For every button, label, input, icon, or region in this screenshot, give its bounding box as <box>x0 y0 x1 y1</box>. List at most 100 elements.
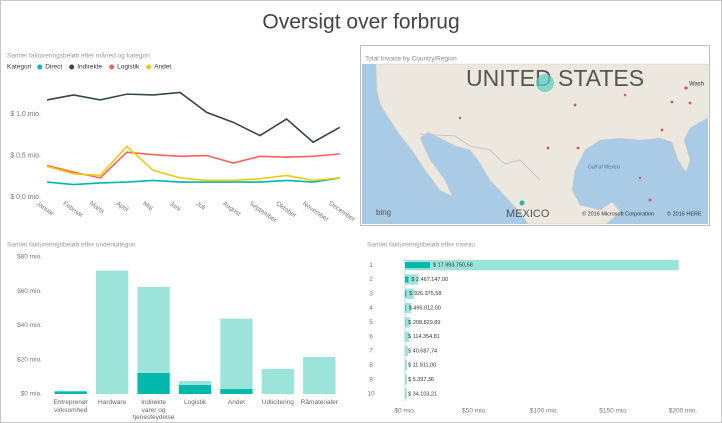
city-label: Wash <box>689 82 704 88</box>
page-title: Oversigt over forbrug <box>262 11 459 34</box>
y-tick-label: $ 1,0 mio. <box>10 111 41 118</box>
bar <box>405 288 415 299</box>
map-panel: Total Invoice by Country/Region UNITED S… <box>360 45 710 226</box>
map-title: Total Invoice by Country/Region <box>365 56 457 63</box>
y-tick-label: 6 <box>369 333 373 340</box>
bar <box>405 388 407 399</box>
x-tick-label-box: Andet <box>227 399 245 406</box>
bar <box>405 260 679 271</box>
bar <box>303 357 336 394</box>
data-label: $ 40.687,74 <box>408 348 437 354</box>
data-label: $ 5.397,36 <box>408 377 434 383</box>
bar <box>220 389 253 394</box>
legend-title: Kategori <box>7 64 31 71</box>
bar <box>54 391 87 394</box>
line-series <box>46 177 340 186</box>
bar <box>405 317 411 328</box>
x-tick-label: Andet <box>227 399 245 406</box>
data-label: $ 34.103,21 <box>408 391 437 397</box>
map-pins <box>458 86 692 202</box>
legend-label: Indirekte <box>77 64 102 71</box>
land <box>375 63 709 225</box>
x-tick-label: Råmaterialer <box>300 399 338 406</box>
legend-label: Logistik <box>117 64 140 71</box>
map-logo: bing <box>376 208 391 217</box>
y-tick-label: 10 <box>367 391 375 398</box>
x-tick-label-box: Råmaterialer <box>300 399 338 406</box>
bar <box>405 360 407 371</box>
y-tick-label: $ 0,5 mio. <box>10 152 41 159</box>
data-label: $ 495.012,00 <box>409 306 441 312</box>
x-tick-label-box: Hardware <box>98 399 127 406</box>
bar <box>137 286 170 373</box>
x-tick-label: $150 mio. <box>599 408 628 415</box>
x-tick-label: $50 mio. <box>462 408 487 415</box>
bar <box>54 390 87 392</box>
y-tick-label: $80 mio. <box>17 254 42 261</box>
data-label: $ 17.993.750,58 <box>433 263 473 269</box>
bar <box>405 274 419 285</box>
sea-label: Gulf of Mexico <box>588 164 620 170</box>
bar <box>178 384 212 394</box>
x-tick-label: Logistik <box>183 399 207 406</box>
y-tick-label: $40 mio. <box>17 322 42 329</box>
x-tick-label: Indirekte varer og tjenesteydelser <box>132 399 175 421</box>
line-series <box>46 151 340 179</box>
x-tick-label: $0 mio. <box>394 408 416 415</box>
bar <box>95 270 129 394</box>
y-tick-label: 3 <box>369 290 373 297</box>
x-tick-label: Udlicitering <box>261 399 294 406</box>
country-label: UNITED STATES <box>466 65 644 91</box>
x-tick-label: Hardware <box>98 399 127 406</box>
bar <box>405 262 431 269</box>
bar <box>405 290 407 297</box>
bar <box>405 305 406 312</box>
x-tick-label: $200 mio. <box>669 408 698 415</box>
legend-swatch <box>69 64 75 70</box>
x-tick-label-box: Indirekte varer og tjenesteydelser <box>132 399 175 421</box>
legend-swatch <box>37 64 43 70</box>
y-tick-label: 1 <box>369 262 373 269</box>
y-tick-label: $20 mio. <box>17 356 42 363</box>
y-tick-label: 4 <box>369 305 373 312</box>
bar <box>405 331 410 342</box>
x-tick-label: Juli <box>195 200 207 211</box>
x-tick-label-box: Entreprenør virksomhed <box>53 399 89 414</box>
y-tick-label: 9 <box>369 376 373 383</box>
data-label: $ 2.467.147,00 <box>411 277 448 283</box>
x-tick-label-box: Logistik <box>183 399 207 406</box>
bar <box>405 374 407 385</box>
line-series <box>46 145 340 182</box>
map-bubble <box>519 200 525 206</box>
x-tick-label: $100 mio. <box>530 408 559 415</box>
x-tick-label: Entreprenør virksomhed <box>53 399 89 414</box>
y-tick-label: $ 0,0 mio. <box>10 194 41 201</box>
map-bubble <box>536 74 554 92</box>
legend-label: Direct <box>45 64 62 71</box>
bar <box>261 368 295 394</box>
border <box>419 133 541 181</box>
data-label: $ 926.375,58 <box>409 291 441 297</box>
y-tick-label: 7 <box>369 348 373 355</box>
y-tick-label: $0 mio. <box>21 391 43 398</box>
y-tick-label: $60 mio. <box>17 288 42 295</box>
x-tick-label-box: Udlicitering <box>261 399 294 406</box>
y-tick-label: 8 <box>369 362 373 369</box>
data-label: $ 208.829,89 <box>408 320 440 326</box>
chart-title: Samlet faktureringsbeløb efter underkate… <box>7 242 136 249</box>
y-tick-label: 2 <box>369 276 373 283</box>
x-tick-label: Maj <box>141 200 154 212</box>
legend-swatch <box>146 64 152 70</box>
country-label: MEXICO <box>506 208 550 220</box>
copyright: © 2016 HERE <box>667 210 702 217</box>
legend-label: Andet <box>154 64 171 71</box>
y-tick-label: 5 <box>369 319 373 326</box>
bar <box>405 276 409 283</box>
bar <box>137 372 170 394</box>
chart-title: Samlet faktureringsbeløb efter måned og … <box>7 52 150 60</box>
data-label: $ 114.354,81 <box>408 334 440 340</box>
bar <box>178 380 212 385</box>
bar <box>405 345 409 357</box>
chart-title: Samlet faktureringsbeløb efter niveau <box>367 242 475 249</box>
